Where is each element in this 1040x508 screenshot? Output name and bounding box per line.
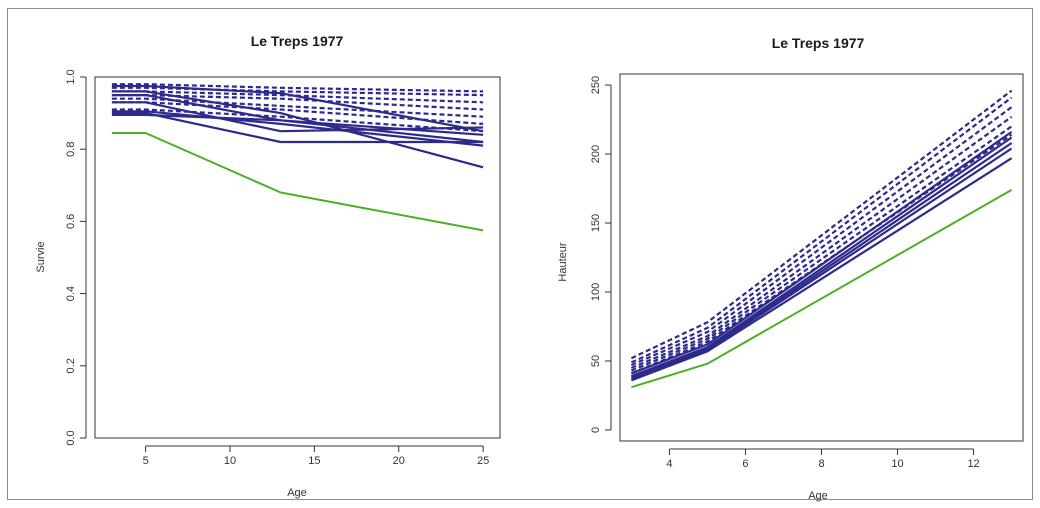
series-line bbox=[111, 90, 484, 169]
dashed-series-line bbox=[630, 115, 1013, 369]
series-line bbox=[111, 111, 484, 144]
reference-series-line bbox=[111, 132, 484, 232]
x-tick-label: 25 bbox=[477, 455, 489, 467]
reference-series-line bbox=[631, 189, 1013, 389]
y-tick-label: 50 bbox=[590, 355, 602, 367]
y-tick-label: 100 bbox=[590, 283, 602, 301]
y-tick-label: 0.8 bbox=[65, 142, 77, 157]
x-ticks: 4 6 8 10 12 bbox=[666, 448, 980, 470]
x-tick-label: 6 bbox=[742, 458, 748, 470]
y-tick-label: 1.0 bbox=[65, 69, 77, 84]
y-tick-label: 250 bbox=[590, 76, 602, 94]
y-tick-label: 0.4 bbox=[65, 286, 77, 301]
chart-title: Le Treps 1977 bbox=[772, 35, 865, 51]
x-tick-label: 10 bbox=[224, 455, 236, 467]
x-tick-label: 12 bbox=[967, 458, 979, 470]
dashed-series-line bbox=[630, 89, 1013, 360]
series-line bbox=[111, 84, 484, 133]
series-line bbox=[631, 136, 1013, 378]
y-axis-label: Hauteur bbox=[557, 242, 569, 281]
series-lines bbox=[111, 83, 484, 232]
dashed-series-line bbox=[111, 97, 484, 118]
x-tick-label: 5 bbox=[143, 455, 149, 467]
plot-box bbox=[94, 76, 501, 439]
x-axis-label: Age bbox=[287, 487, 307, 499]
series-line bbox=[111, 113, 484, 136]
y-tick-label: 200 bbox=[590, 145, 602, 163]
dashed-series-line bbox=[630, 106, 1013, 367]
dashed-series-line bbox=[111, 83, 484, 93]
figure-frame bbox=[7, 8, 1033, 500]
y-tick-label: 150 bbox=[590, 214, 602, 232]
series-line bbox=[631, 130, 1013, 375]
dashed-series-line bbox=[111, 108, 484, 133]
survie-panel: Le Treps 1977 Age Survie 5 10 15 20 25 0.00.… bbox=[35, 33, 501, 499]
dashed-series-line bbox=[630, 96, 1013, 364]
x-tick-label: 4 bbox=[666, 458, 672, 470]
dashed-series-line bbox=[630, 125, 1013, 372]
dashed-series-line bbox=[111, 86, 484, 97]
series-line bbox=[631, 157, 1013, 382]
y-tick-label: 0.6 bbox=[65, 214, 77, 229]
y-tick-label: 0 bbox=[590, 427, 602, 433]
series-lines bbox=[630, 89, 1013, 389]
y-ticks: 0 50 100 150 200 250 bbox=[590, 76, 612, 433]
hauteur-panel: Le Treps 1977 Age Hauteur 4 6 8 10 12 0 50 100… bbox=[557, 35, 1024, 502]
series-line bbox=[111, 93, 484, 144]
y-tick-label: 0.0 bbox=[65, 430, 77, 445]
plot-box bbox=[619, 73, 1024, 442]
x-tick-label: 20 bbox=[393, 455, 405, 467]
x-axis-label: Age bbox=[808, 490, 828, 502]
x-ticks: 5 10 15 20 25 bbox=[143, 445, 489, 467]
y-ticks: 0.0 0.2 0.4 0.6 0.8 1.0 bbox=[65, 69, 87, 446]
x-tick-label: 8 bbox=[818, 458, 824, 470]
x-tick-label: 10 bbox=[891, 458, 903, 470]
y-axis-label: Survie bbox=[35, 241, 47, 272]
y-tick-label: 0.2 bbox=[65, 358, 77, 373]
x-tick-label: 15 bbox=[308, 455, 320, 467]
series-line bbox=[631, 147, 1013, 380]
chart-title: Le Treps 1977 bbox=[251, 33, 344, 49]
